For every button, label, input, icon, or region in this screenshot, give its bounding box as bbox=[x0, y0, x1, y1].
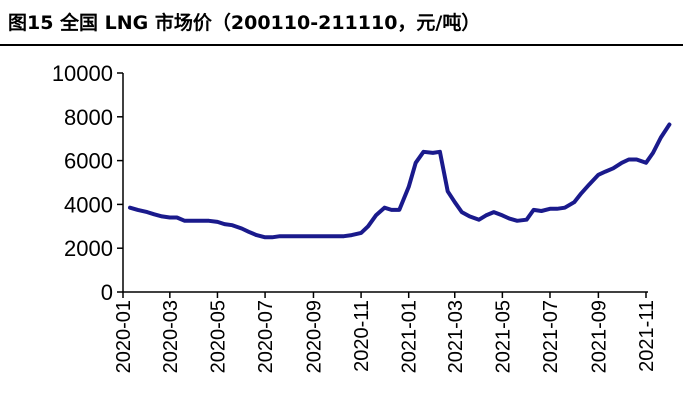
y-tick-label: 4000 bbox=[64, 192, 113, 217]
series-line-lng-price bbox=[128, 122, 672, 240]
x-tick-label: 2020-03 bbox=[160, 300, 182, 373]
y-tick-label: 2000 bbox=[64, 236, 113, 261]
x-tick-label: 2020-09 bbox=[303, 300, 325, 373]
x-tick-label: 2021-07 bbox=[540, 300, 562, 373]
x-tick-label: 2021-11 bbox=[636, 300, 658, 372]
x-tick-label: 2021-09 bbox=[588, 300, 610, 373]
x-tick-label: 2021-03 bbox=[445, 300, 467, 373]
y-tick-label: 0 bbox=[101, 280, 113, 305]
y-tick-label: 8000 bbox=[64, 105, 113, 130]
y-tick-label: 6000 bbox=[64, 149, 113, 174]
y-tick-label: 10000 bbox=[52, 61, 113, 86]
x-axis: 2020-01 2020-03 2020-05 2020-07 2020-09 2020-… bbox=[113, 291, 658, 373]
y-axis: 0 2000 4000 6000 8000 10000 bbox=[52, 61, 124, 305]
x-tick-label: 2020-11 bbox=[351, 300, 373, 372]
x-tick-label: 2021-05 bbox=[492, 300, 514, 373]
x-tick-label: 2020-07 bbox=[255, 300, 277, 373]
x-tick-label: 2021-01 bbox=[399, 300, 421, 373]
x-tick-label: 2020-01 bbox=[113, 300, 135, 373]
title-underline bbox=[0, 44, 683, 46]
plot-area bbox=[128, 122, 672, 240]
x-tick-label: 2020-05 bbox=[207, 300, 229, 373]
chart-title: 图15 全国 LNG 市场价（200110-211110，元/吨） bbox=[8, 12, 481, 34]
